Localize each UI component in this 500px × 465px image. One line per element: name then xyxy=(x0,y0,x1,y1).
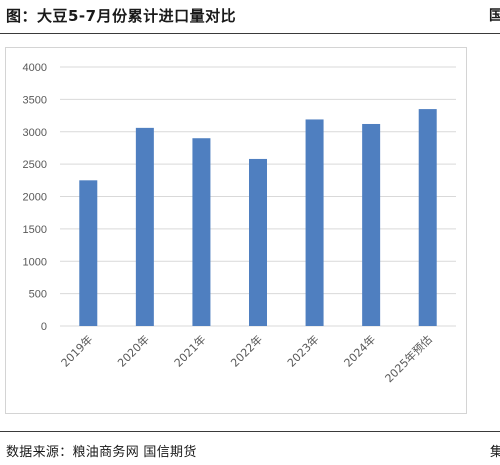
y-tick-label: 2500 xyxy=(23,159,47,171)
y-tick-label: 1500 xyxy=(23,224,47,236)
x-tick-label: 2021年 xyxy=(171,332,208,369)
x-tick-label: 2020年 xyxy=(115,332,152,369)
y-tick-label: 500 xyxy=(29,289,47,301)
x-tick-label: 2025年预估 xyxy=(382,332,435,385)
y-tick-label: 1000 xyxy=(23,256,47,268)
source-note: 数据来源：粮油商务网 国信期货 xyxy=(6,445,197,460)
page-title: 图：大豆5-7月份累计进口量对比 xyxy=(6,7,237,25)
x-tick-label: 2024年 xyxy=(341,332,378,369)
x-tick-label: 2019年 xyxy=(58,332,95,369)
y-tick-label: 2000 xyxy=(23,192,47,204)
corner-mark-bottom: 集 xyxy=(490,445,500,460)
bar xyxy=(362,123,381,326)
y-tick-label: 0 xyxy=(41,321,47,333)
bottom-divider xyxy=(0,431,500,432)
bar xyxy=(192,138,211,326)
top-divider xyxy=(0,33,500,34)
bar xyxy=(305,119,324,326)
corner-mark-top: 国 xyxy=(489,8,500,24)
y-tick-label: 3500 xyxy=(23,94,47,106)
bar xyxy=(135,127,154,327)
y-tick-label: 4000 xyxy=(23,62,47,74)
bar xyxy=(418,109,437,327)
bar xyxy=(79,180,98,326)
x-tick-label: 2023年 xyxy=(284,332,321,369)
bar xyxy=(249,158,267,326)
y-tick-label: 3000 xyxy=(23,127,47,139)
x-tick-label: 2022年 xyxy=(228,332,265,369)
